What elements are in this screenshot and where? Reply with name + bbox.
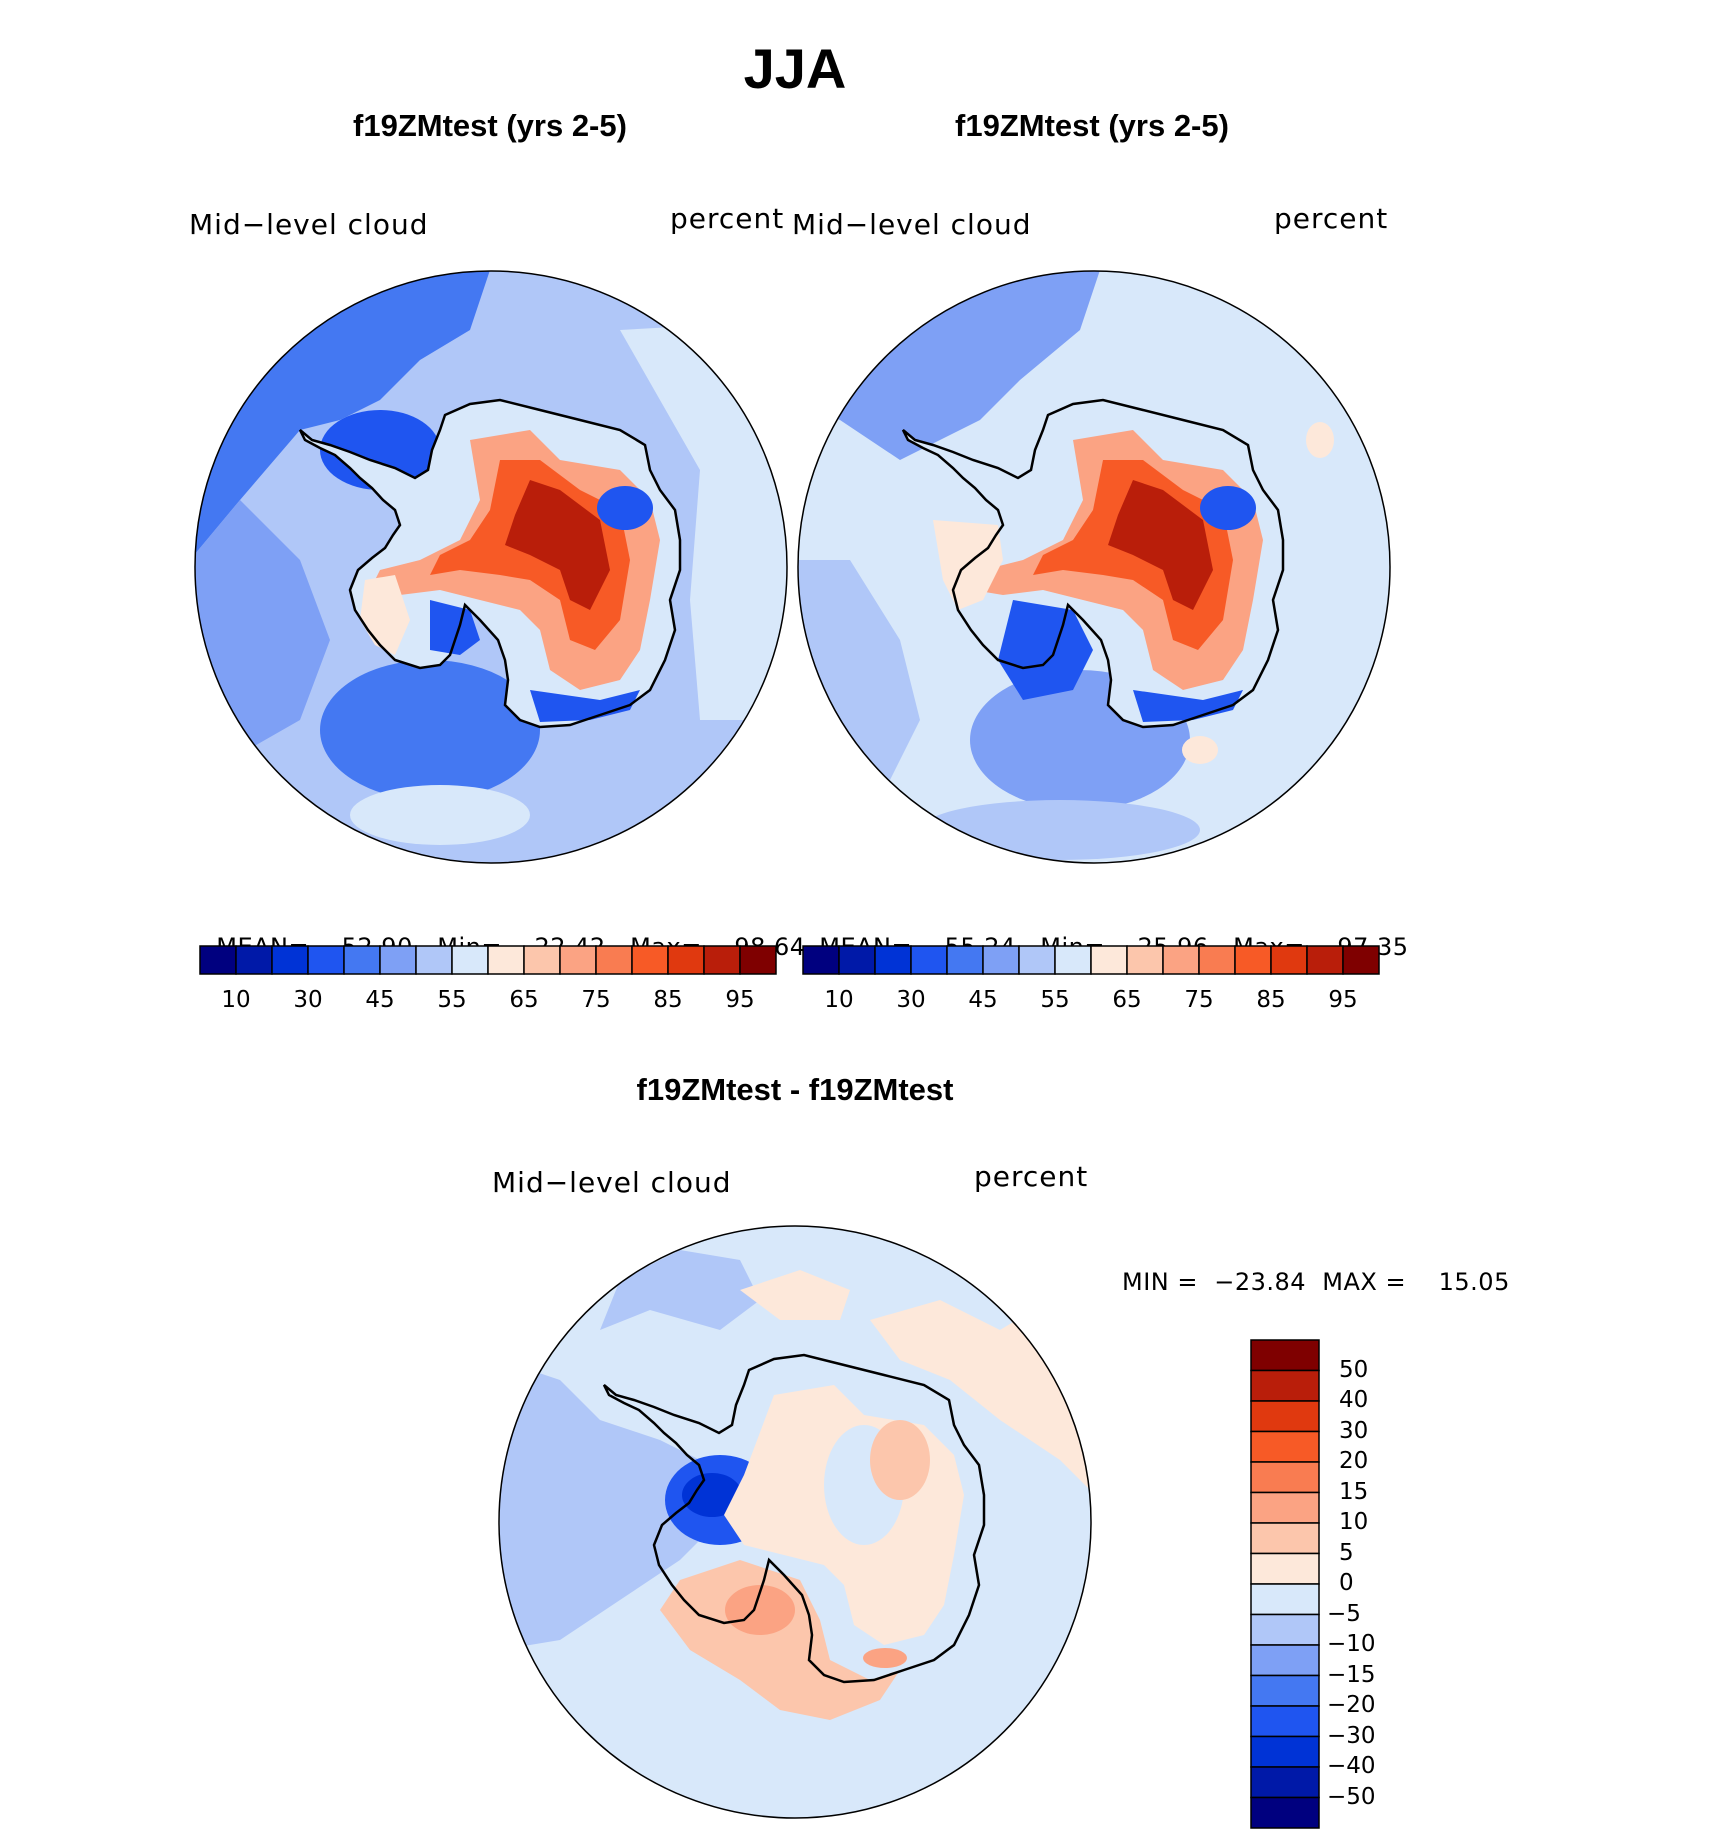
colorbar-swatch xyxy=(1251,1554,1319,1585)
diff-tick: 5 xyxy=(1339,1540,1354,1566)
colorbar-swatch xyxy=(1251,1462,1319,1493)
diff-tick: 30 xyxy=(1339,1418,1368,1444)
diff-tick: −15 xyxy=(1327,1662,1376,1688)
colorbar-swatch xyxy=(1251,1371,1319,1402)
diff-colorbar xyxy=(1250,1340,1320,1830)
colorbar-swatch xyxy=(1251,1767,1319,1798)
diff-tick: 10 xyxy=(1339,1509,1368,1535)
diff-tick: 20 xyxy=(1339,1448,1368,1474)
diff-tick: −50 xyxy=(1327,1784,1376,1810)
diff-tick: 50 xyxy=(1339,1357,1368,1383)
colorbar-swatch xyxy=(1251,1340,1319,1371)
diff-tick: −40 xyxy=(1327,1753,1376,1779)
colorbar-swatch xyxy=(1251,1401,1319,1432)
colorbar-swatch xyxy=(1251,1706,1319,1737)
diff-tick: −20 xyxy=(1327,1692,1376,1718)
colorbar-swatch xyxy=(1251,1584,1319,1615)
colorbar-swatch xyxy=(1251,1615,1319,1646)
colorbar-swatch xyxy=(1251,1523,1319,1554)
colorbar-swatch xyxy=(1251,1737,1319,1768)
diff-tick: −10 xyxy=(1327,1631,1376,1657)
colorbar-swatch xyxy=(1251,1798,1319,1829)
colorbar-swatch xyxy=(1251,1645,1319,1676)
diff-tick: −30 xyxy=(1327,1723,1376,1749)
diff-tick: −5 xyxy=(1327,1601,1361,1627)
colorbar-swatch xyxy=(1251,1676,1319,1707)
map-diff xyxy=(0,0,1710,1839)
colorbar-swatch xyxy=(1251,1432,1319,1463)
diff-tick: 40 xyxy=(1339,1387,1368,1413)
diff-tick: 15 xyxy=(1339,1479,1368,1505)
diff-tick: 0 xyxy=(1339,1570,1354,1596)
colorbar-swatch xyxy=(1251,1493,1319,1524)
